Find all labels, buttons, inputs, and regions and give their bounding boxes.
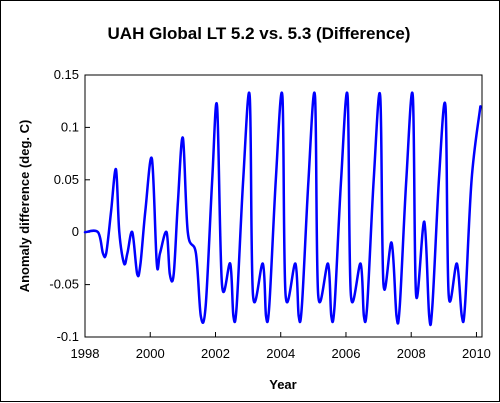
data-point xyxy=(471,179,473,181)
y-tick-label: -0.1 xyxy=(57,329,79,344)
data-point xyxy=(347,95,349,97)
data-point xyxy=(395,315,398,317)
data-point xyxy=(249,95,251,97)
data-point xyxy=(136,273,138,275)
data-point xyxy=(431,305,433,307)
data-point xyxy=(211,179,213,181)
y-tick-label: 0.15 xyxy=(54,67,79,82)
data-point xyxy=(334,305,336,307)
y-tick-label: 0.1 xyxy=(61,119,79,134)
data-point xyxy=(118,231,120,233)
x-tick-label: 2004 xyxy=(266,346,295,361)
y-axis-label: Anomaly difference (deg. C) xyxy=(17,120,32,293)
data-point xyxy=(314,95,316,97)
data-point xyxy=(423,221,425,223)
x-axis: 1998 2000 2002 2004 2006 2008 2010 xyxy=(71,332,491,361)
series-layer xyxy=(83,91,482,327)
data-point xyxy=(200,315,202,317)
data-point xyxy=(265,315,267,317)
data-point xyxy=(84,231,86,233)
data-point xyxy=(216,105,218,107)
data-point xyxy=(330,315,332,317)
data-point xyxy=(363,315,365,317)
y-tick-label: 0.05 xyxy=(54,172,79,187)
data-point xyxy=(379,95,381,97)
data-point xyxy=(144,210,146,212)
data-point xyxy=(360,263,362,265)
data-point xyxy=(391,242,393,244)
data-point xyxy=(252,294,254,296)
data-point xyxy=(444,105,447,107)
x-tick-label: 2010 xyxy=(462,346,491,361)
x-tick-label: 2002 xyxy=(201,346,230,361)
data-point xyxy=(415,294,417,296)
data-point xyxy=(350,294,352,296)
data-point xyxy=(169,273,171,275)
data-point xyxy=(236,305,238,307)
data-point xyxy=(438,179,440,181)
data-point xyxy=(298,315,300,317)
data-point xyxy=(123,263,125,265)
x-tick-label: 2000 xyxy=(136,346,165,361)
data-point xyxy=(205,305,207,307)
data-point xyxy=(317,294,319,296)
data-point xyxy=(461,315,463,317)
x-tick-label: 2006 xyxy=(332,346,361,361)
data-point xyxy=(307,179,310,181)
data-point xyxy=(285,294,287,296)
data-point xyxy=(151,158,153,160)
data-point xyxy=(195,252,197,254)
data-point xyxy=(102,252,104,254)
data-point xyxy=(373,179,375,181)
data-point xyxy=(281,95,283,97)
data-point xyxy=(448,294,450,296)
y-tick-label: -0.05 xyxy=(49,277,79,292)
data-point xyxy=(412,95,414,97)
data-point xyxy=(382,284,385,286)
data-point xyxy=(159,252,161,254)
data-point xyxy=(405,179,407,181)
data-point xyxy=(173,273,175,275)
data-point xyxy=(428,315,430,317)
data-point xyxy=(187,231,189,233)
data-point xyxy=(115,168,117,170)
data-point xyxy=(340,179,342,181)
data-point xyxy=(275,179,277,181)
data-point xyxy=(126,252,128,254)
data-point xyxy=(182,137,184,139)
y-tick-label: 0 xyxy=(72,224,79,239)
data-point xyxy=(479,105,481,107)
data-point xyxy=(110,210,112,212)
data-point xyxy=(399,305,401,307)
data-point xyxy=(221,284,223,286)
data-point xyxy=(464,305,466,307)
data-point xyxy=(229,263,231,265)
data-point xyxy=(105,252,107,254)
chart-title: UAH Global LT 5.2 vs. 5.3 (Difference) xyxy=(108,24,411,43)
x-tick-label: 2008 xyxy=(397,346,426,361)
data-point xyxy=(139,263,142,265)
data-point xyxy=(131,231,133,233)
data-point xyxy=(97,231,99,233)
data-point xyxy=(242,179,244,181)
data-point xyxy=(456,263,458,265)
data-point xyxy=(327,263,329,265)
x-tick-label: 1998 xyxy=(71,346,100,361)
x-axis-label: Year xyxy=(269,377,296,392)
data-point xyxy=(232,315,234,317)
y-axis: -0.1 -0.05 0 0.05 0.1 0.15 xyxy=(49,67,90,344)
data-point xyxy=(366,305,368,307)
data-point xyxy=(156,263,158,265)
data-point xyxy=(268,305,270,307)
data-point xyxy=(262,263,264,265)
data-point xyxy=(301,305,303,307)
data-point xyxy=(166,231,168,233)
data-point xyxy=(177,200,179,202)
data-point xyxy=(294,263,296,265)
